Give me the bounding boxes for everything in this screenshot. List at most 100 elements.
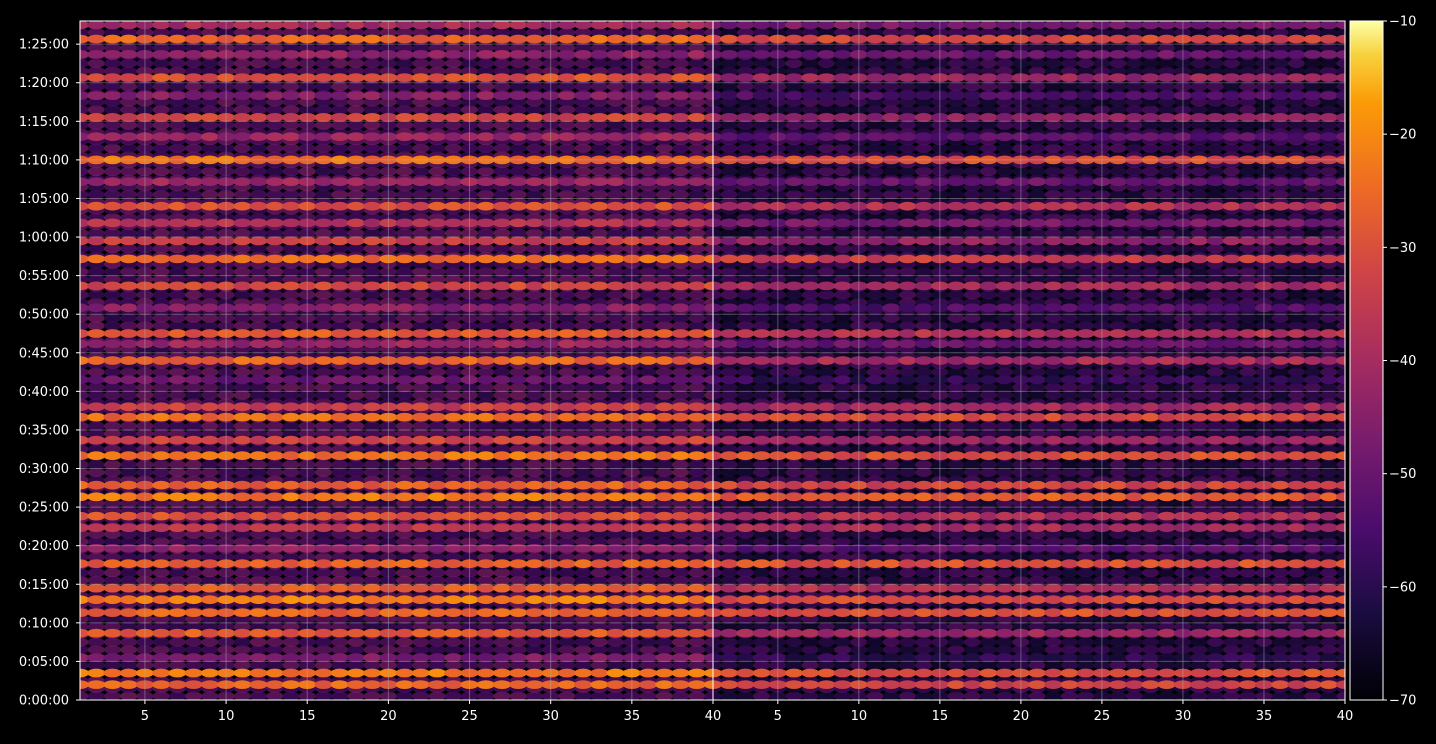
heatmap-cell [509,281,528,291]
heatmap-cell [623,166,641,177]
heatmap-cell [87,267,105,277]
heatmap-cell [184,523,203,533]
heatmap-cell [461,467,478,477]
heatmap-cell [493,622,511,632]
heatmap-cell [363,444,381,454]
heatmap-cell [249,680,268,689]
heatmap-cell [103,73,122,82]
heatmap-cell [444,480,463,490]
heatmap-cell [282,166,300,177]
heatmap-cell [525,412,544,422]
heatmap-cell [444,166,462,177]
heatmap-cell [282,608,300,617]
heatmap-cell [217,267,235,277]
heatmap-cell [574,511,593,521]
heatmap-cell [331,321,349,331]
heatmap-cell [363,451,382,461]
heatmap-cell [509,537,527,547]
heatmap-cell [525,50,544,59]
heatmap-cell [607,228,625,238]
heatmap-cell [168,367,186,377]
heatmap-cell [606,451,625,461]
heatmap-cell [282,382,300,393]
heatmap-cell [590,444,608,454]
heatmap-cell [444,492,463,502]
heatmap-cell [574,267,592,277]
heatmap-cell [411,218,430,228]
heatmap-cell [411,201,430,211]
heatmap-cell [558,444,576,454]
heatmap-cell [265,511,284,521]
heatmap-cell [265,73,284,82]
heatmap-cell [119,236,138,246]
heatmap-cell [558,244,576,254]
heatmap-cell [542,228,560,238]
heatmap-cell [639,390,657,400]
heatmap-cell [120,660,138,670]
heatmap-cell [558,166,576,177]
heatmap-cell [411,21,430,30]
heatmap-cell [233,321,251,331]
heatmap-cell [526,290,543,300]
heatmap-cell [704,568,713,578]
heatmap-cell [623,382,641,393]
heatmap-cell [461,267,478,277]
heatmap-cell [476,329,495,338]
heatmap-cell [168,254,187,264]
heatmap-cell [493,498,511,508]
heatmap-cell [671,628,690,638]
heatmap-cell [330,329,349,338]
heatmap-cell [574,50,593,59]
heatmap-cell [525,680,544,689]
heatmap-cell [671,668,690,678]
heatmap-cell [282,421,300,431]
heatmap-cell [168,429,186,439]
heatmap-cell [623,467,641,477]
heatmap-cell [266,290,284,300]
heatmap-cell [672,529,689,539]
heatmap-cell [590,34,609,44]
heatmap-cell [574,254,593,264]
heatmap-cell [250,645,267,655]
heatmap-cell [590,575,608,586]
heatmap-cell [363,321,381,331]
heatmap-cell [152,339,171,349]
heatmap-cell [687,113,706,122]
heatmap-cell [655,460,673,470]
heatmap-cell [200,177,219,187]
heatmap-cell [688,244,706,254]
heatmap-cell [655,356,674,365]
heatmap-cell [493,460,511,470]
heatmap-cell [87,132,106,142]
heatmap-cell [428,390,446,400]
heatmap-cell [639,201,658,211]
heatmap-cell [607,614,625,624]
heatmap-cell [184,492,203,502]
heatmap-cell [623,575,641,586]
heatmap-cell [119,303,138,313]
heatmap-cell [574,281,593,291]
heatmap-cell [346,412,365,422]
heatmap-cell [428,583,447,593]
heatmap-cell [574,329,593,338]
heatmap-cell [119,480,138,490]
heatmap-cell [136,498,154,508]
heatmap-cell [574,614,592,624]
heatmap-cell [655,166,673,177]
heatmap-cell [266,367,284,377]
heatmap-cell [119,218,138,228]
heatmap-cell [379,460,397,470]
heatmap-cell [120,190,138,200]
heatmap-cell [80,143,89,153]
heatmap-cell [542,267,560,277]
heatmap-cell [558,529,576,539]
heatmap-cell [363,329,382,338]
heatmap-cell [250,429,267,439]
heatmap-cell [87,254,106,264]
heatmap-cell [672,467,689,477]
heatmap-cell [671,339,690,349]
heatmap-cell [298,498,316,508]
heatmap-cell [330,559,349,569]
heatmap-cell [249,451,268,461]
heatmap-cell [120,529,138,539]
